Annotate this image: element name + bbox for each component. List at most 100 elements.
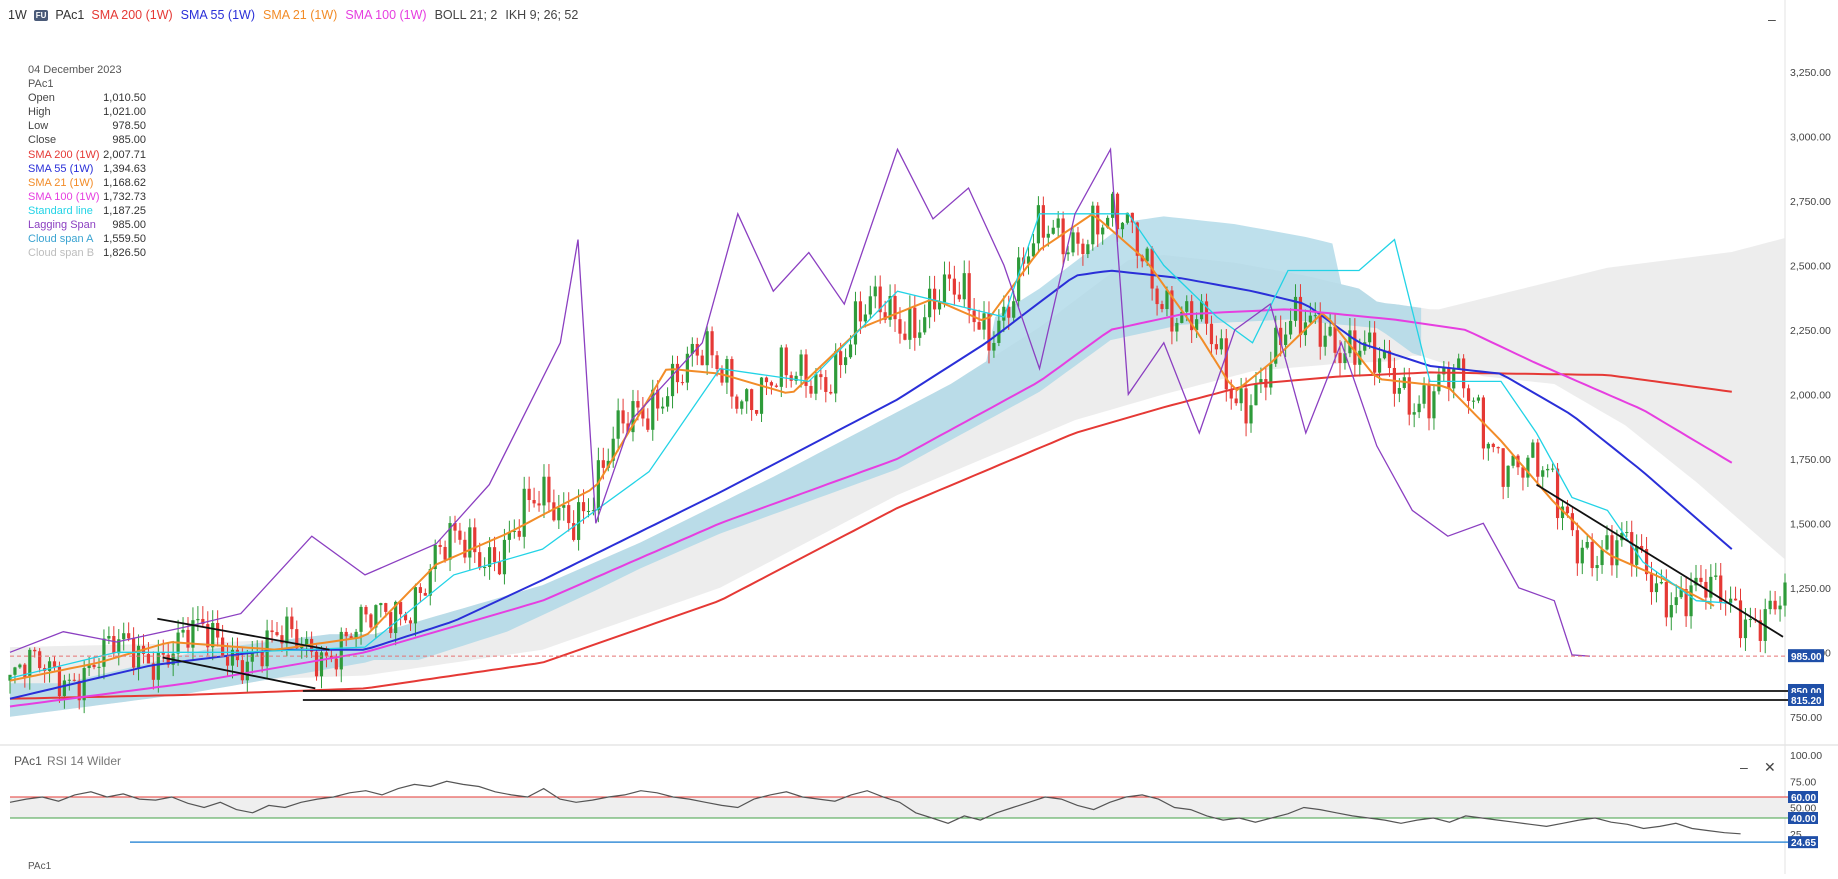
candle-body (1491, 443, 1495, 448)
data-window-label: High (28, 106, 51, 119)
data-window-label: SMA 55 (1W) (28, 162, 94, 175)
timeframe-label[interactable]: 1W (8, 8, 27, 22)
study-label[interactable]: SMA 21 (1W) (262, 8, 338, 22)
data-window-value: 1,168.62 (103, 176, 146, 189)
data-window-row: Cloud span A 1,559.50 (28, 232, 146, 246)
close-rsi-button[interactable]: ✕ (1764, 759, 1776, 775)
candle-body (987, 313, 991, 351)
candle-body (1476, 397, 1481, 401)
candle-body (1590, 541, 1594, 569)
candle-body (695, 343, 699, 356)
data-window-date: 04 December 2023 (28, 64, 122, 76)
candle-body (982, 313, 986, 330)
study-label[interactable]: IKH 9; 26; 52 (505, 8, 579, 22)
data-window-row: High 1,021.00 (28, 105, 146, 119)
price-axis-tick: 3,250.00 (1790, 67, 1831, 79)
candle-body (1546, 468, 1550, 471)
candle-body (1437, 374, 1441, 392)
candle-body (403, 614, 408, 621)
candle-body (72, 679, 76, 681)
data-window-label: SMA 200 (1W) (28, 148, 100, 161)
price-tag-box (1788, 692, 1824, 706)
candle-body (1684, 589, 1688, 617)
data-window-row: Standard line 1,187.25 (28, 204, 146, 218)
candle-body (127, 633, 131, 639)
candle-body (903, 333, 907, 340)
candle-body (1714, 575, 1718, 577)
minimize-rsi-button[interactable]: – (1740, 759, 1748, 775)
candle-body (1743, 619, 1748, 639)
candle-body (888, 296, 892, 320)
candle-body (497, 562, 502, 575)
data-window-value: 1,021.00 (103, 106, 146, 119)
candle-body (1610, 535, 1614, 566)
candle-body (1585, 541, 1589, 548)
trendline-upper (157, 617, 330, 651)
minimize-main-button[interactable]: – (1768, 11, 1776, 27)
price-tag-label: 815.20 (1791, 696, 1822, 707)
study-label[interactable]: SMA 100 (1W) (345, 8, 427, 22)
candle-body (211, 622, 215, 648)
candle-body (1560, 506, 1565, 519)
study-label[interactable]: BOLL 21; 2 (434, 8, 498, 22)
candle-body (62, 680, 66, 697)
price-axis-tick: 2,000.00 (1790, 389, 1831, 401)
candle-body (611, 438, 615, 461)
data-window-label: Lagging Span (28, 219, 96, 232)
candle-body (468, 527, 472, 558)
candle-body (1605, 535, 1609, 550)
candle-body (512, 530, 516, 532)
candle-body (458, 530, 462, 540)
rsi-axis-tick: 75.00 (1790, 776, 1816, 788)
candle-body (1407, 377, 1411, 415)
candle-body (690, 343, 694, 354)
candle-body (819, 374, 823, 378)
candle-body (932, 288, 937, 310)
candle-body (967, 273, 971, 311)
candle-body (1466, 388, 1471, 401)
candle-body (344, 631, 348, 637)
candle-body (1373, 332, 1377, 373)
candle-body (1699, 577, 1703, 582)
candle-body (1669, 605, 1673, 618)
data-window-row: Open 1,010.50 (28, 91, 146, 105)
candle-body (1125, 212, 1130, 223)
candle-body (1293, 296, 1298, 321)
rsi-level-tag (1788, 791, 1818, 803)
candle-body (1224, 338, 1228, 390)
candle-body (646, 418, 650, 430)
candle-body (507, 531, 511, 540)
rsi-footer-symbol: PAc1 (28, 861, 52, 872)
candle-body (245, 661, 249, 681)
candle-body (621, 410, 625, 424)
candle-body (868, 296, 872, 315)
study-label[interactable]: SMA 55 (1W) (180, 8, 255, 22)
candle-body (1229, 389, 1233, 399)
candle-body (1659, 582, 1663, 584)
candle-body (389, 611, 393, 634)
price-tag-label: 850.00 (1791, 687, 1822, 698)
rsi-level-label: 60.00 (1791, 793, 1816, 804)
candle-body (1501, 448, 1505, 487)
candle-body (1259, 379, 1263, 384)
price-tag-box (1788, 649, 1824, 663)
candle-body (522, 488, 526, 537)
rsi-axis-tick: 100.00 (1790, 750, 1822, 762)
candle-body (942, 274, 947, 303)
candle-body (92, 664, 96, 668)
symbol-label[interactable]: PAc1 (55, 8, 85, 22)
candle-body (562, 505, 566, 508)
candle-body (1397, 388, 1401, 394)
candle-body (1135, 222, 1139, 256)
candle-body (1031, 243, 1036, 257)
candle-body (1086, 244, 1090, 255)
candle-body (1081, 243, 1085, 255)
study-label[interactable]: SMA 200 (1W) (91, 8, 173, 22)
candle-body (1249, 405, 1253, 424)
candle-body (853, 301, 858, 345)
candle-body (636, 401, 640, 408)
candle-body (1452, 369, 1456, 389)
candle-body (675, 363, 680, 383)
